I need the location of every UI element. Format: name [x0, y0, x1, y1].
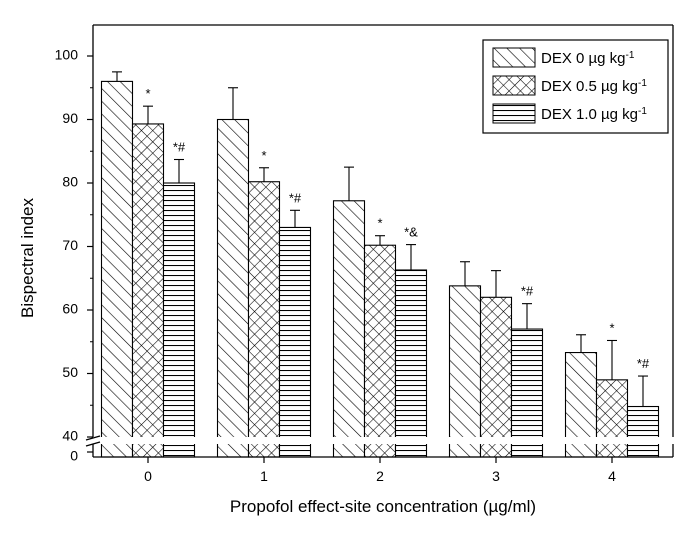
bar-s2-c4 — [626, 405, 660, 458]
x-tick-label-4: 4 — [608, 468, 616, 484]
legend-label-dex-0: DEX 0 µg kg-1 — [541, 50, 635, 68]
x-tick-label-1: 1 — [260, 468, 268, 484]
bar-s2-c3 — [510, 328, 544, 458]
significance-label-s2-c0: *# — [173, 140, 186, 155]
bar-s0-c0 — [100, 80, 134, 458]
axis-break-mark-upper — [85, 435, 101, 441]
y-axis-title: Bispectral index — [18, 198, 37, 319]
y-tick-label-90: 90 — [62, 110, 78, 126]
significance-label-s1-c1: * — [261, 148, 266, 163]
y-tick-label-60: 60 — [62, 301, 78, 317]
bar-s0-c1 — [216, 118, 250, 458]
y-break-tick-label: 0 — [70, 448, 78, 464]
bar-s2-c0 — [162, 182, 196, 458]
bar-s0-c2 — [332, 200, 366, 458]
axis-break-mark-lower — [85, 441, 101, 447]
bar-s1-c2 — [363, 244, 397, 458]
significance-label-s2-c3: *# — [521, 284, 534, 299]
y-tick-label-50: 50 — [62, 364, 78, 380]
y-tick-label-70: 70 — [62, 237, 78, 253]
x-axis-ticks: 0 1 2 3 4 — [144, 457, 616, 484]
legend-swatch-dex-0-5 — [492, 75, 536, 96]
significance-label-s2-c4: *# — [637, 356, 650, 371]
legend: DEX 0 µg kg-1 DEX 0.5 µg kg-1 DEX 1.0 µg… — [482, 39, 669, 134]
bar-s1-c3 — [479, 296, 513, 458]
y-tick-label-40: 40 — [62, 428, 78, 444]
bar-s1-c1 — [247, 181, 281, 458]
significance-label-s1-c4: * — [609, 320, 614, 335]
bar-s0-c3 — [448, 285, 482, 458]
bar-s1-c4 — [595, 379, 629, 458]
axis-break-gap — [86, 437, 676, 444]
significance-label-s1-c2: * — [377, 216, 382, 231]
legend-label-dex-0-5: DEX 0.5 µg kg-1 — [541, 78, 647, 96]
legend-swatch-dex-0 — [492, 47, 536, 68]
significance-label-s2-c2: *& — [404, 225, 418, 240]
y-axis-ticks: 40 50 60 70 80 90 100 — [55, 47, 93, 444]
significance-label-s1-c0: * — [145, 86, 150, 101]
bar-s2-c2 — [394, 269, 428, 458]
legend-label-dex-1-0: DEX 1.0 µg kg-1 — [541, 106, 647, 124]
bars-layer — [100, 80, 660, 458]
x-axis-title: Propofol effect-site concentration (µg/m… — [230, 497, 536, 516]
significance-label-s2-c1: *# — [289, 190, 302, 205]
bar-s2-c1 — [278, 226, 312, 458]
y-tick-label-80: 80 — [62, 174, 78, 190]
significance-labels-layer: * * * * *# *# *& *# *# — [145, 86, 649, 371]
legend-swatch-dex-1-0 — [492, 103, 536, 124]
y-tick-label-100: 100 — [55, 47, 79, 63]
bar-s1-c0 — [131, 123, 165, 458]
x-tick-label-3: 3 — [492, 468, 500, 484]
x-tick-label-0: 0 — [144, 468, 152, 484]
x-tick-label-2: 2 — [376, 468, 384, 484]
error-bars-layer — [112, 71, 648, 407]
